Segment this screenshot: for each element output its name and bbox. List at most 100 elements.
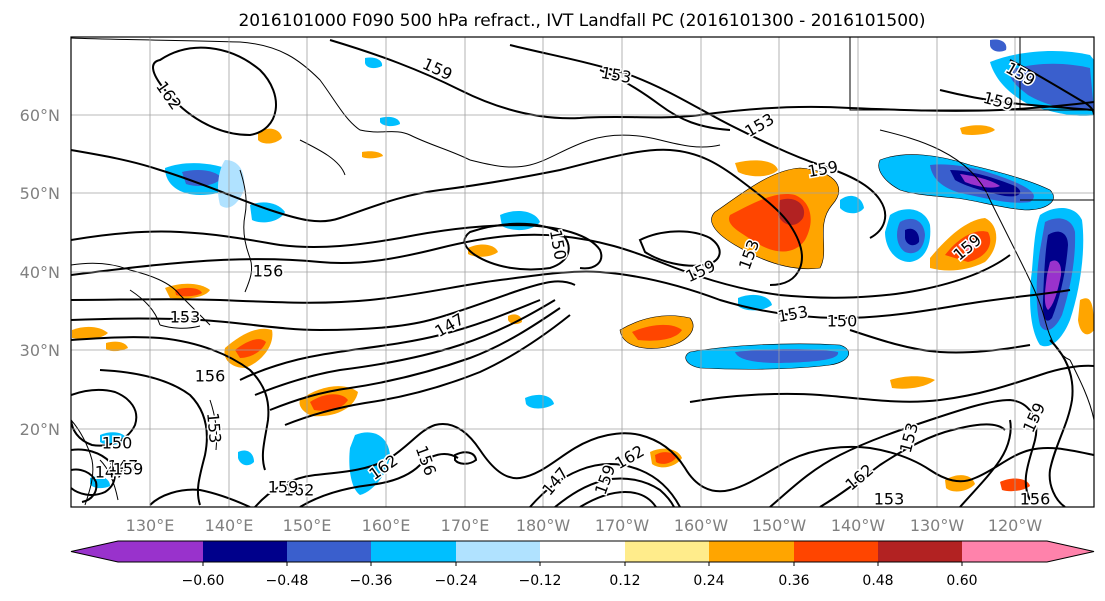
colorbar-tick-label: −0.12 [519,573,562,589]
lat-label: 40°N [20,263,60,282]
negative-anomaly-region [960,174,1000,188]
colorbar-tick-label: −0.48 [266,573,309,589]
lat-label: 30°N [20,341,60,360]
contour-line [849,329,1031,354]
positive-anomaly-region [362,151,383,159]
positive-anomaly-region [175,287,202,297]
lon-label: 170°E [441,516,490,535]
coastline [99,459,119,501]
coastline [129,289,161,326]
colorbar-tick-label: −0.36 [350,573,393,589]
contour-line [299,453,459,507]
contour-line [769,398,1038,507]
colorbar-tick-label: −0.60 [182,573,225,589]
lon-label: 160°W [674,516,729,535]
lat-label: 50°N [20,184,60,203]
coastline [71,262,211,326]
negative-anomaly-region [380,116,400,127]
contour-line [638,230,721,267]
contour-line [284,314,571,426]
contour-line [939,89,1094,111]
positive-anomaly-region [890,376,935,389]
coastline [239,169,253,293]
negative-anomaly-region [905,228,920,246]
colorbar-tick-label: 0.12 [609,573,640,589]
colorbar-segment [794,541,878,562]
contour-line [71,448,116,496]
lon-label: 120°W [988,516,1043,535]
contour-label: 153 [203,412,225,444]
contour-label: 147 [108,457,139,476]
contour-line [579,490,657,507]
positive-anomaly-region [468,244,498,257]
contour-line [689,364,1094,403]
negative-anomaly-region [990,39,1007,52]
contour-line [269,307,561,411]
lat-label: 60°N [20,106,60,125]
positive-anomaly-region [632,324,682,341]
coastline [299,139,346,176]
lon-label: 130°E [126,516,175,535]
contour-line [254,299,556,396]
contour-label: 159 [806,157,839,181]
coastline [209,399,218,451]
positive-anomaly-region [735,160,778,177]
contour-line [71,336,270,471]
contour-line [71,388,138,447]
contour-label: 159 [113,460,144,479]
contour-line [99,369,208,506]
colorbar-extension-low [71,541,118,562]
colorbar-segment [540,541,625,562]
negative-anomaly-region [217,160,245,208]
contour-line [509,44,887,239]
shading-outline [685,343,849,370]
positive-anomaly-region [1078,298,1094,335]
contour-label: 150 [102,434,133,453]
colorbar-segment [962,541,1047,562]
positive-anomaly-region [655,452,676,464]
lon-label: 140°E [205,516,254,535]
contour-line [71,468,98,503]
lon-label: 180°W [516,516,571,535]
negative-anomaly-region [349,432,390,495]
contour-line [959,419,1012,507]
negative-anomaly-region [365,57,383,69]
contour-label: 159 [268,478,299,497]
contour-line [599,69,731,131]
negative-anomaly-region [182,170,222,186]
negative-anomaly-region [1044,260,1062,310]
contour-line [819,423,1006,507]
negative-anomaly-region [250,202,285,223]
negative-anomaly-region [100,432,127,445]
contour-label: 150 [827,312,858,331]
lon-label: 140°W [831,516,886,535]
coastline [469,134,721,168]
colorbar-segment [456,541,540,562]
colorbar [70,540,1095,566]
positive-anomaly-region [106,341,128,352]
latitude-labels: 60°N 50°N 40°N 30°N 20°N [20,106,60,439]
contour-line [239,299,541,381]
contour-line [71,280,576,332]
graticule [71,37,1094,507]
negative-anomaly-region [1009,63,1094,111]
contour-line [454,451,478,465]
lon-label: 160°E [362,516,411,535]
lat-label: 20°N [20,420,60,439]
colorbar-tick-label: −0.24 [435,573,478,589]
positive-anomaly-region [72,326,108,340]
colorbar-extension-high [1047,541,1094,562]
positive-anomaly-region [258,128,282,144]
contour-line [152,46,277,137]
colorbar-segment [625,541,709,562]
positive-anomaly-region [508,314,522,325]
contour-line [149,488,251,507]
positive-anomaly-region [235,339,266,358]
map-frame [70,36,1095,508]
positive-anomaly-region [960,125,995,135]
longitude-labels: 130°E 140°E 150°E 160°E 170°E 180°W 170°… [126,516,1043,535]
positive-anomaly-region [958,239,978,251]
shading-outline [878,154,1054,211]
